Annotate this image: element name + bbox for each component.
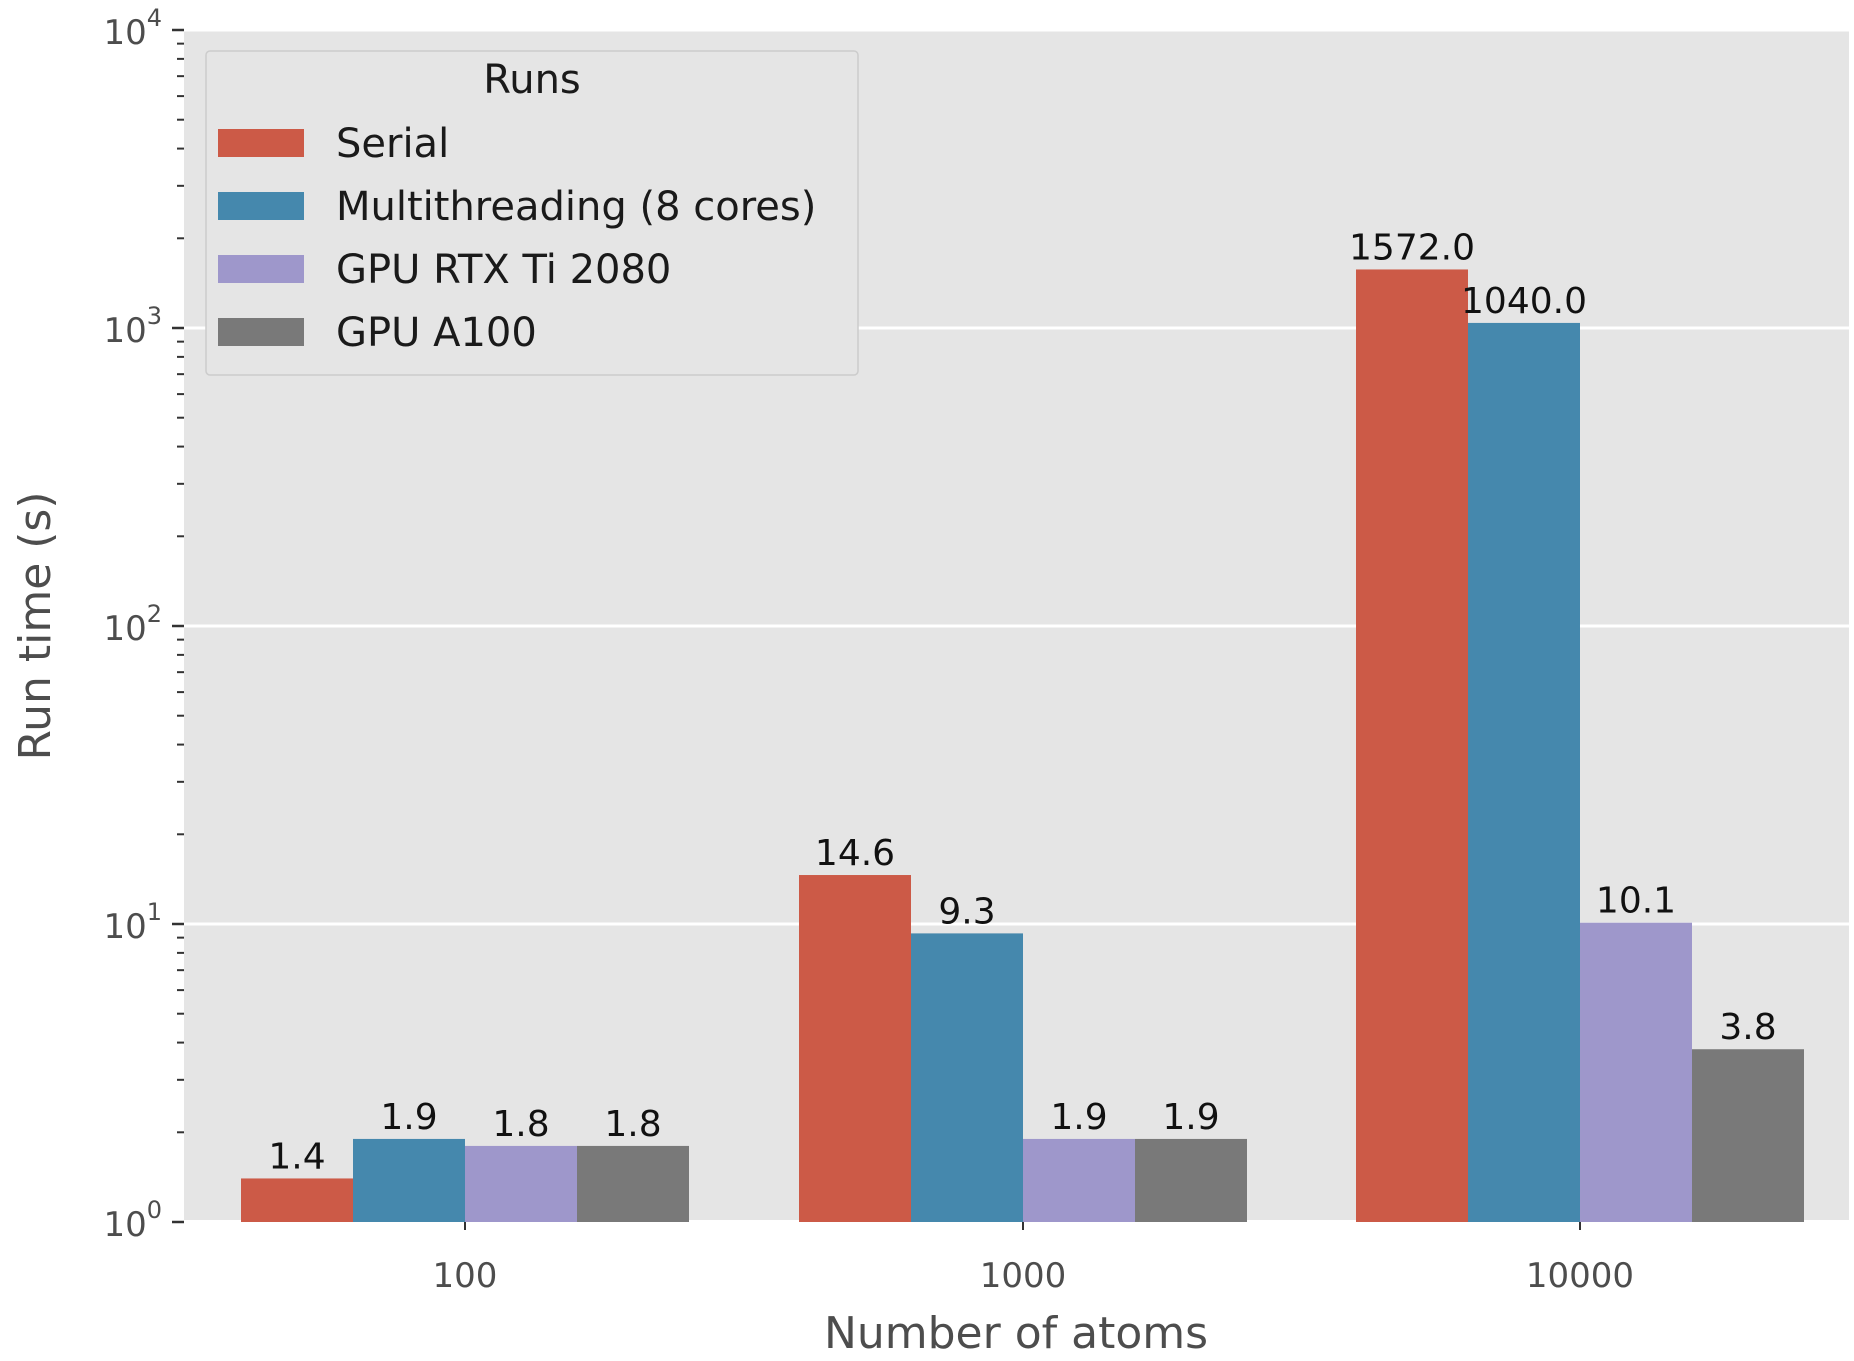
bar bbox=[241, 1178, 353, 1222]
y-tick-label: 100 bbox=[103, 1196, 162, 1245]
bar-value-label: 1.9 bbox=[380, 1097, 437, 1138]
y-axis: 100 101 102 103 104 bbox=[103, 4, 184, 1245]
legend-label: GPU RTX Ti 2080 bbox=[336, 247, 671, 293]
legend-swatch bbox=[218, 255, 304, 283]
legend-swatch bbox=[218, 129, 304, 157]
legend-label: GPU A100 bbox=[336, 310, 537, 356]
bar-value-label: 1040.0 bbox=[1461, 281, 1587, 322]
bar bbox=[1692, 1049, 1804, 1222]
bar bbox=[465, 1145, 577, 1222]
legend-label: Serial bbox=[336, 121, 449, 167]
y-axis-title: Run time (s) bbox=[10, 491, 61, 760]
bar bbox=[1468, 322, 1580, 1222]
bar bbox=[1580, 922, 1692, 1222]
y-tick-label: 103 bbox=[103, 302, 162, 351]
bar-value-label: 1.9 bbox=[1162, 1097, 1219, 1138]
bar bbox=[353, 1138, 465, 1222]
legend-swatch bbox=[218, 318, 304, 346]
bar-value-label: 3.8 bbox=[1719, 1007, 1776, 1048]
legend-label: Multithreading (8 cores) bbox=[336, 184, 816, 230]
legend-title: Runs bbox=[483, 57, 581, 103]
y-tick-label: 102 bbox=[103, 600, 162, 649]
bar-labels: 1.4 1.9 1.8 1.8 14.6 9.3 1.9 1.9 1572.0 1040.0 10.… bbox=[268, 227, 1776, 1177]
x-tick-label: 10000 bbox=[1526, 1256, 1634, 1296]
bar-value-label: 1.4 bbox=[268, 1136, 325, 1177]
bar-value-label: 1.9 bbox=[1050, 1097, 1107, 1138]
bar-value-label: 1.8 bbox=[604, 1104, 661, 1145]
bar bbox=[1023, 1138, 1135, 1222]
x-axis-title: Number of atoms bbox=[824, 1308, 1208, 1359]
legend-items: Serial Multithreading (8 cores) GPU RTX Ti… bbox=[218, 121, 816, 356]
bars bbox=[241, 269, 1804, 1222]
bar-value-label: 14.6 bbox=[815, 833, 895, 874]
x-tick-label: 1000 bbox=[980, 1256, 1067, 1296]
bar bbox=[799, 875, 911, 1222]
bar bbox=[911, 933, 1023, 1222]
legend-swatch bbox=[218, 192, 304, 220]
y-tick-label: 101 bbox=[103, 898, 162, 947]
x-axis: 100 1000 10000 bbox=[433, 1220, 1634, 1296]
legend: Runs Serial Multithreading (8 cores) GPU R… bbox=[205, 50, 859, 376]
bar bbox=[577, 1145, 689, 1222]
x-tick-label: 100 bbox=[433, 1256, 498, 1296]
bar-value-label: 1.8 bbox=[492, 1104, 549, 1145]
bar-value-label: 1572.0 bbox=[1349, 227, 1475, 268]
legend-box bbox=[205, 50, 859, 376]
y-tick-label: 104 bbox=[103, 4, 162, 53]
bar bbox=[1135, 1138, 1247, 1222]
bar-value-label: 9.3 bbox=[938, 891, 995, 932]
bar bbox=[1356, 269, 1468, 1222]
bar-value-label: 10.1 bbox=[1596, 881, 1676, 922]
